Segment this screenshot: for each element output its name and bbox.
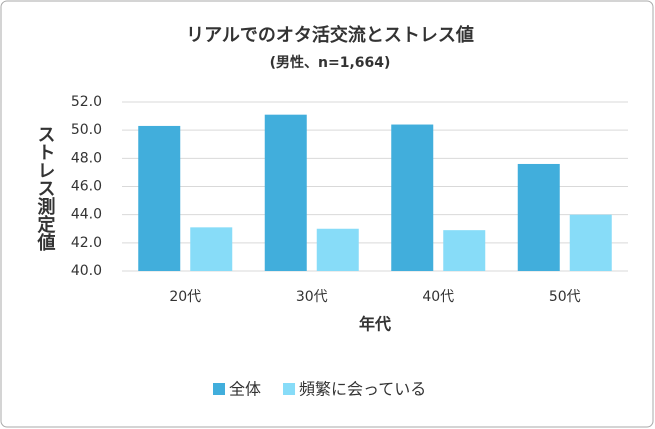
x-tick-label: 50代 <box>549 289 581 305</box>
y-tick-label: 46.0 <box>71 179 102 195</box>
bar <box>138 125 181 271</box>
bar <box>569 214 612 271</box>
chart-subtitle: (男性、n=1,664) <box>270 54 391 71</box>
bar <box>443 230 486 271</box>
bar <box>316 228 359 271</box>
x-tick-label: 40代 <box>422 289 454 305</box>
legend-swatch <box>283 383 296 395</box>
y-axis-label: ストレス測定値 <box>35 125 57 252</box>
x-tick-label: 30代 <box>296 289 328 305</box>
x-axis-label: 年代 <box>359 315 391 334</box>
legend-label: 頻繁に会っている <box>299 380 426 399</box>
legend-label: 全体 <box>229 380 261 399</box>
y-tick-label: 50.0 <box>71 122 102 138</box>
y-tick-label: 40.0 <box>71 263 102 279</box>
y-tick-label: 52.0 <box>71 94 102 110</box>
x-tick-label: 20代 <box>169 289 201 305</box>
y-tick-label: 48.0 <box>71 150 102 166</box>
y-tick-label: 44.0 <box>71 207 102 223</box>
bar <box>190 227 233 271</box>
legend-swatch <box>213 383 225 395</box>
bar <box>264 114 307 271</box>
bar <box>391 124 434 272</box>
bar <box>517 163 560 271</box>
chart-title: リアルでのオタ活交流とストレス値 <box>186 24 474 46</box>
y-tick-label: 42.0 <box>71 235 102 251</box>
